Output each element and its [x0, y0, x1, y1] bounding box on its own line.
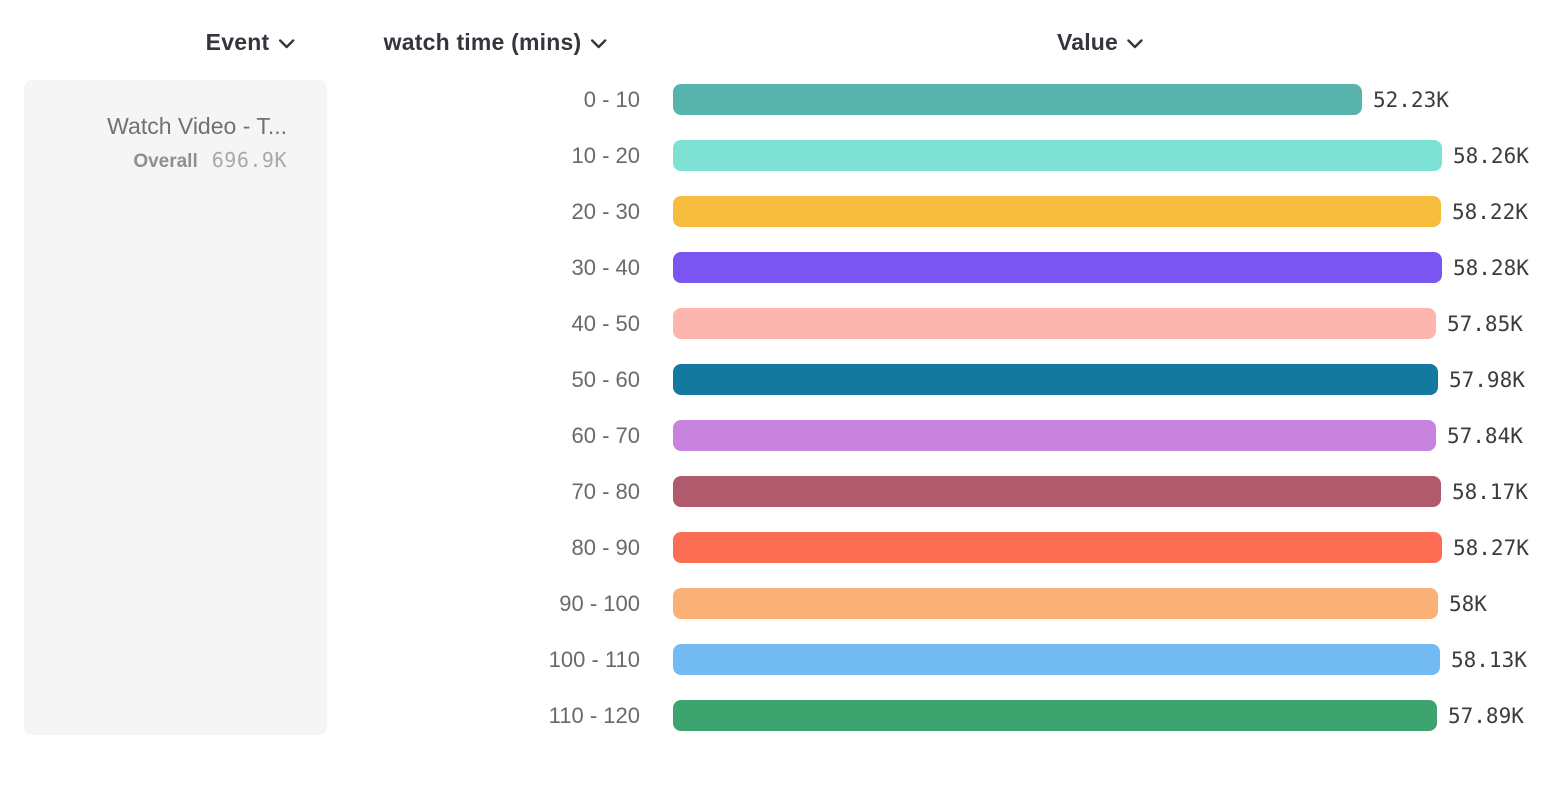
bar-row: 30 - 40 58.28K [0, 252, 1568, 283]
bar[interactable] [673, 196, 1441, 227]
bar-row: 80 - 90 58.27K [0, 532, 1568, 563]
legend-overall-value: 696.9K [211, 147, 287, 172]
bar[interactable] [673, 364, 1438, 395]
bar-row: 20 - 30 58.22K [0, 196, 1568, 227]
value-dropdown[interactable]: Value [1057, 27, 1143, 57]
value-label: 58.27K [1453, 535, 1529, 560]
bar[interactable] [673, 140, 1442, 171]
breakdown-dropdown-label: watch time (mins) [383, 28, 582, 55]
bar[interactable] [673, 588, 1438, 619]
bar[interactable] [673, 644, 1440, 675]
bar-row: 40 - 50 57.85K [0, 308, 1568, 339]
category-label: 10 - 20 [571, 143, 641, 168]
bar[interactable] [673, 308, 1436, 339]
category-label: 40 - 50 [571, 311, 641, 336]
breakdown-dropdown[interactable]: watch time (mins) [384, 27, 607, 57]
bar-row: 60 - 70 57.84K [0, 420, 1568, 451]
bar-row: 100 - 110 58.13K [0, 644, 1568, 675]
bar-row: 70 - 80 58.17K [0, 476, 1568, 507]
bar[interactable] [673, 84, 1362, 115]
legend-card[interactable]: Watch Video - T... Overall 696.9K [24, 80, 327, 735]
bar[interactable] [673, 700, 1437, 731]
category-label: 20 - 30 [571, 199, 641, 224]
chevron-down-icon [1127, 38, 1143, 48]
value-label: 58K [1449, 591, 1487, 616]
legend-overall-row: Overall 696.9K [24, 148, 287, 173]
bar[interactable] [673, 420, 1436, 451]
bar[interactable] [673, 532, 1442, 563]
category-label: 70 - 80 [571, 479, 641, 504]
value-label: 57.98K [1449, 367, 1525, 392]
category-label: 100 - 110 [548, 647, 640, 672]
value-label: 57.89K [1448, 703, 1524, 728]
category-label: 90 - 100 [559, 591, 640, 616]
bar-row: 50 - 60 57.98K [0, 364, 1568, 395]
value-label: 58.17K [1452, 479, 1528, 504]
chevron-down-icon [278, 38, 295, 48]
event-dropdown-label: Event [205, 28, 270, 55]
value-label: 57.84K [1447, 423, 1523, 448]
value-label: 58.22K [1452, 199, 1528, 224]
value-label: 57.85K [1447, 311, 1523, 336]
value-label: 58.13K [1451, 647, 1527, 672]
category-label: 30 - 40 [571, 255, 641, 280]
value-label: 52.23K [1373, 87, 1449, 112]
bar-row: 110 - 120 57.89K [0, 700, 1568, 731]
chevron-down-icon [590, 38, 607, 48]
bar-row: 0 - 10 52.23K [0, 84, 1568, 115]
category-label: 0 - 10 [583, 87, 640, 112]
bar-row: 10 - 20 58.26K [0, 140, 1568, 171]
event-dropdown[interactable]: Event [206, 27, 295, 57]
category-label: 60 - 70 [571, 423, 641, 448]
legend-event-name: Watch Video - T... [107, 113, 287, 139]
category-label: 110 - 120 [548, 703, 640, 728]
value-label: 58.28K [1453, 255, 1529, 280]
category-label: 80 - 90 [571, 535, 641, 560]
bar-row: 90 - 100 58K [0, 588, 1568, 619]
bar[interactable] [673, 252, 1442, 283]
category-label: 50 - 60 [571, 367, 641, 392]
bar[interactable] [673, 476, 1441, 507]
value-label: 58.26K [1453, 143, 1529, 168]
value-dropdown-label: Value [1056, 28, 1119, 55]
legend-overall-label: Overall [133, 150, 198, 172]
